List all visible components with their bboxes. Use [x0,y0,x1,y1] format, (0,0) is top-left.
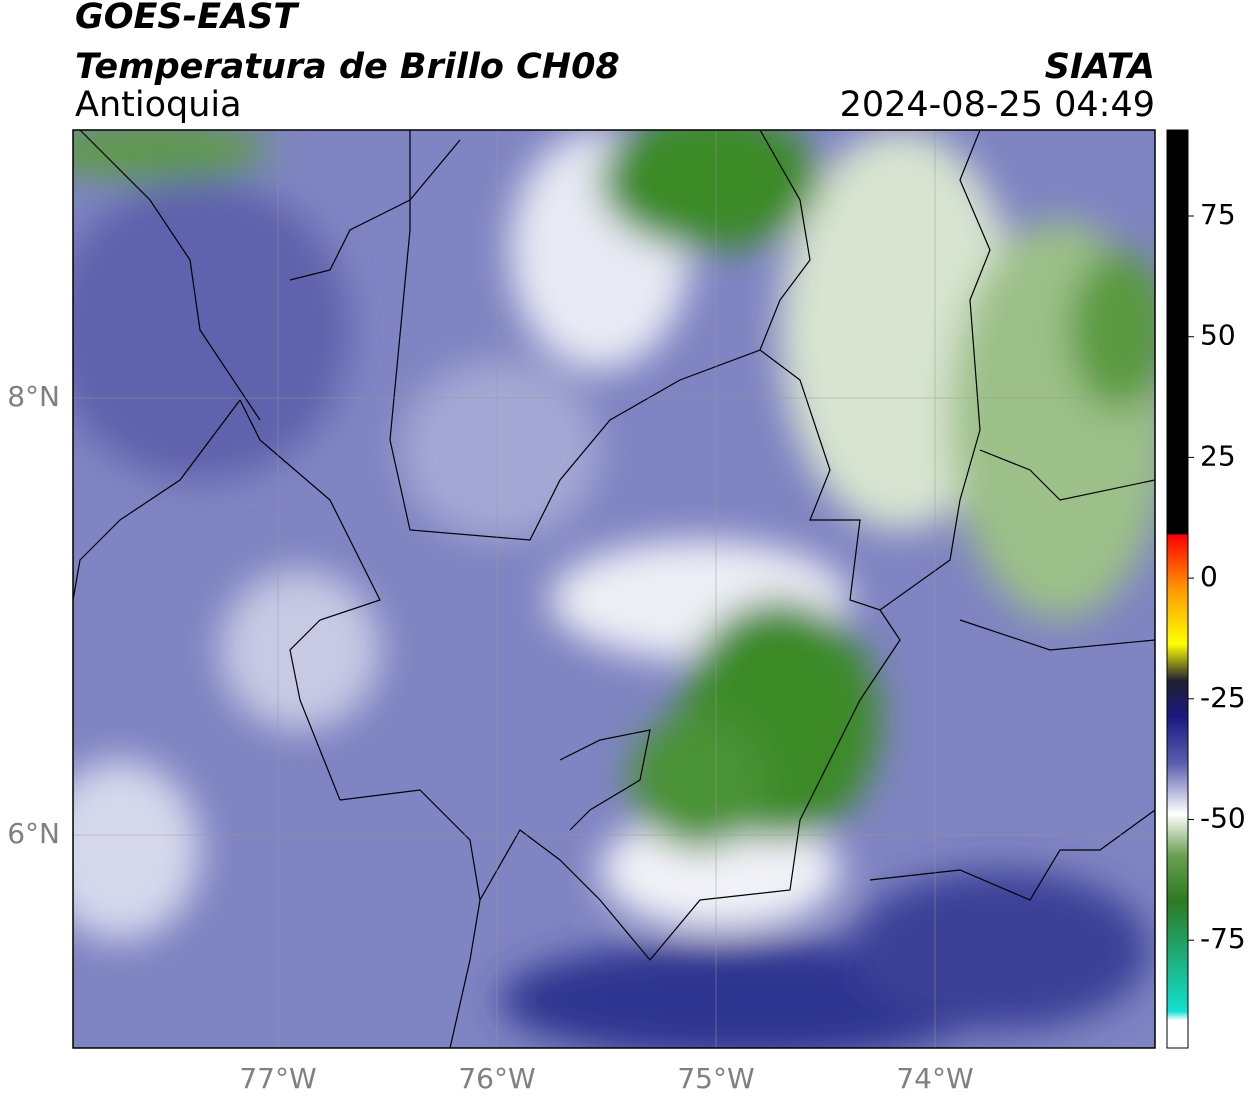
map-frame [72,129,1156,1049]
colorbar-tick-label: -25 [1200,681,1246,714]
datetime: 2024-08-25 04:49 [840,85,1155,125]
lat-tick-label: 8°N [7,380,60,413]
satellite: GOES-EAST [75,0,300,37]
colorbar-tick-label: 25 [1200,439,1236,472]
map [73,130,1155,1048]
colorbar-tick-label: 75 [1200,198,1236,231]
colorbar-tick-label: -75 [1200,922,1246,955]
lon-tick-label: 74°W [896,1062,973,1095]
colorbar [1166,129,1189,1049]
source: SIATA [1045,47,1155,87]
colorbar-tick-label: 50 [1200,319,1236,352]
lon-tick-label: 75°W [677,1062,754,1095]
lon-tick-label: 77°W [239,1062,316,1095]
colorbar-tick-label: -50 [1200,802,1246,835]
lat-tick-label: 6°N [7,817,60,850]
product: Temperatura de Brillo CH08 [75,47,620,87]
colorbar-tick-label: 0 [1200,560,1218,593]
lon-tick-label: 76°W [458,1062,535,1095]
region: Antioquia [75,85,242,125]
